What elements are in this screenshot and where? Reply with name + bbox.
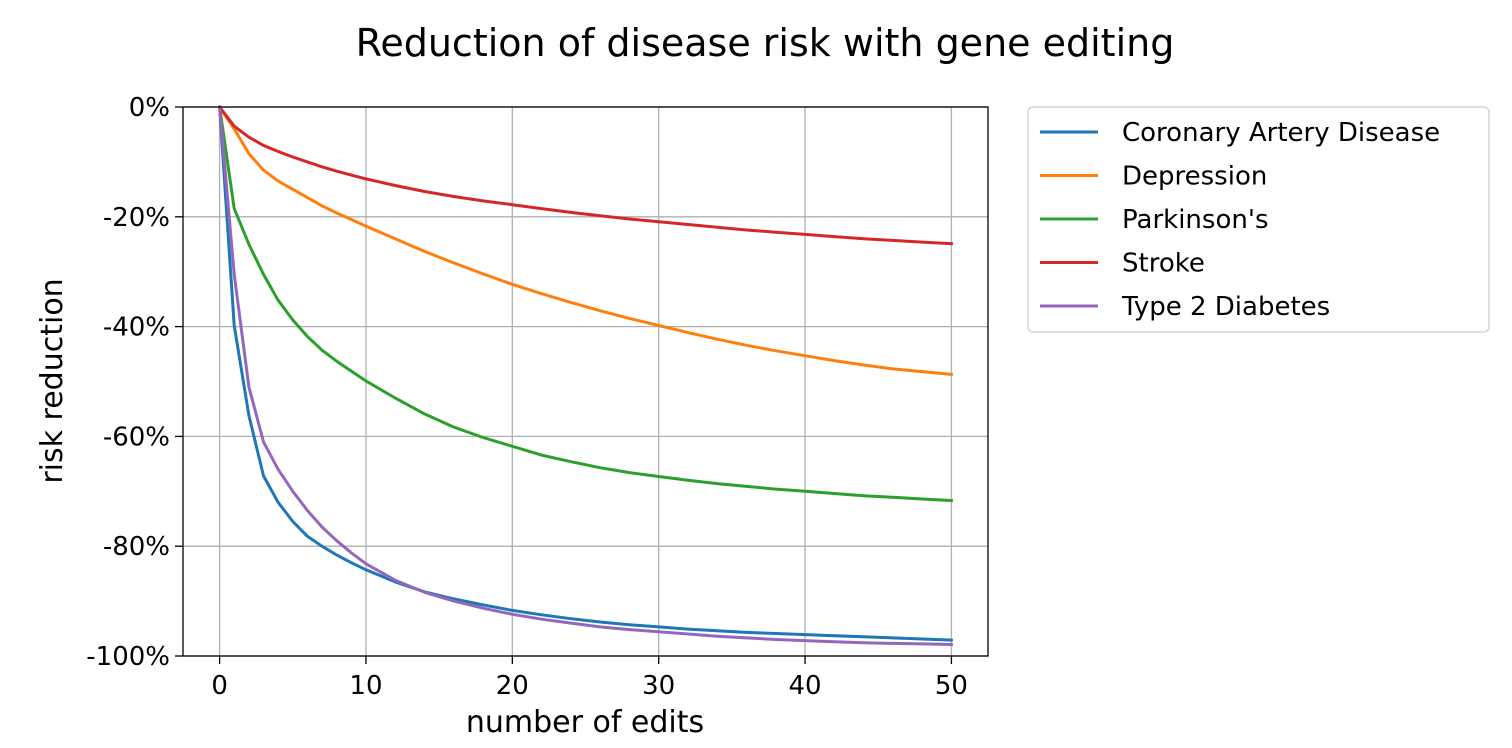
y-tick-label: -60%	[103, 422, 170, 452]
y-tick-label: -20%	[103, 203, 170, 233]
x-tick-label: 10	[349, 671, 382, 701]
plot-frame	[182, 106, 989, 657]
series-line-depression	[217, 104, 954, 377]
series-line-stroke	[217, 104, 953, 246]
chart-title: Reduction of disease risk with gene edit…	[356, 21, 1175, 65]
y-tick-label: -100%	[86, 642, 170, 672]
y-tick-label: 0%	[129, 93, 170, 123]
axes: 0 10 20 30 40 50 0% -20% -40% -60% -80% -100%	[86, 93, 968, 701]
series-line-type-2-diabetes	[217, 105, 953, 647]
x-tick-label: 50	[935, 671, 968, 701]
x-tick-label: 20	[496, 671, 529, 701]
x-tick-label: 40	[788, 671, 821, 701]
series-line-coronary-artery-disease	[218, 105, 953, 642]
y-tick-label: -40%	[103, 313, 170, 343]
legend: Coronary Artery Disease Depression Parkins…	[1027, 106, 1490, 333]
legend-frame	[1027, 106, 1490, 333]
legend-label-parkinson-s: Parkinson's	[1122, 205, 1269, 235]
series-lines	[217, 104, 954, 647]
x-tick-label: 30	[642, 671, 675, 701]
y-tick-label: -80%	[103, 532, 170, 562]
y-axis-label: risk reduction	[35, 278, 70, 483]
series-line-parkinson-s	[217, 105, 953, 503]
legend-label-type-2-diabetes: Type 2 Diabetes	[1121, 292, 1330, 322]
x-axis-label: number of edits	[466, 705, 704, 740]
legend-label-stroke: Stroke	[1122, 249, 1205, 279]
grid-lines	[183, 106, 988, 657]
legend-label-depression: Depression	[1122, 162, 1267, 192]
x-tick-label: 0	[211, 671, 228, 701]
legend-label-coronary-artery-disease: Coronary Artery Disease	[1122, 118, 1440, 148]
